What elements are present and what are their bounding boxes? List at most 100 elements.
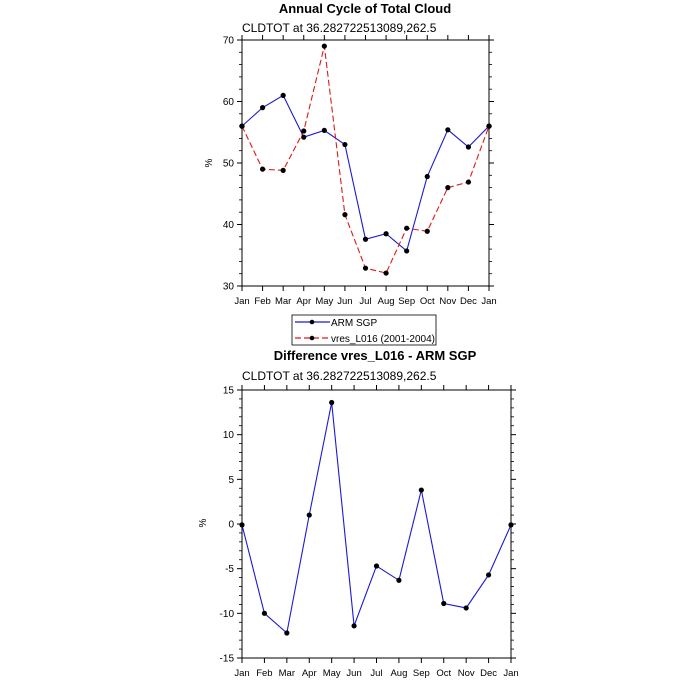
top-series-1-point bbox=[280, 167, 286, 173]
legend-marker-vres bbox=[309, 335, 315, 341]
bottom-xtick-label: Apr bbox=[302, 668, 317, 679]
top-xtick-label: Jun bbox=[337, 296, 352, 307]
chart-bottom-subtitle: CLDTOT at 36.282722513089,262.5 bbox=[242, 369, 437, 383]
chart-bottom-plot-frame bbox=[241, 389, 512, 659]
top-series-1-point bbox=[404, 225, 410, 231]
chart-bottom-tick-labels: -15 -10 -5 0 5 10 15 Jan Feb Mar Apr May Jun Jul Aug Se… bbox=[220, 386, 519, 680]
top-xtick-label: Aug bbox=[378, 296, 395, 307]
bottom-xtick-label: Aug bbox=[390, 668, 407, 679]
top-xtick-label: Sep bbox=[398, 296, 415, 307]
top-xtick-label: Apr bbox=[296, 296, 311, 307]
bottom-xtick-label: Dec bbox=[480, 668, 497, 679]
bottom-series-0-point bbox=[463, 605, 469, 611]
chart-top-ticks bbox=[237, 35, 494, 291]
chart-top-title: Annual Cycle of Total Cloud bbox=[279, 1, 451, 16]
top-ytick-label: 60 bbox=[223, 97, 235, 108]
chart-bottom-title: Difference vres_L016 - ARM SGP bbox=[274, 348, 477, 363]
bottom-series-0-point bbox=[284, 630, 290, 636]
top-xtick-label: Mar bbox=[275, 296, 291, 307]
bottom-series-line-0 bbox=[241, 402, 512, 635]
top-series-1-point bbox=[424, 228, 430, 234]
top-series-0-point bbox=[404, 248, 410, 254]
bottom-xtick-label: Jul bbox=[370, 668, 382, 679]
top-series-0-point bbox=[465, 144, 472, 150]
top-xtick-label: Dec bbox=[460, 296, 477, 307]
top-series-1-point bbox=[383, 270, 389, 276]
bottom-ytick-label: 0 bbox=[228, 520, 234, 531]
top-series-0-point bbox=[445, 127, 451, 133]
chart-top-plot-frame bbox=[241, 39, 490, 287]
chart-top-ylabel: % bbox=[204, 158, 215, 167]
top-ytick-label: 50 bbox=[223, 159, 235, 170]
top-xtick-label: Oct bbox=[420, 296, 435, 307]
bottom-xtick-label: Mar bbox=[279, 668, 295, 679]
legend-label-vres: vres_L016 (2001-2004) bbox=[331, 334, 435, 345]
bottom-xtick-label: Jan bbox=[234, 668, 249, 679]
top-series-1-point bbox=[362, 265, 369, 271]
top-xtick-label: Jul bbox=[359, 296, 371, 307]
top-series-0-point bbox=[424, 173, 430, 180]
bottom-series-0-point bbox=[261, 610, 268, 616]
bottom-series-0-point bbox=[396, 577, 402, 583]
bottom-series-0-point bbox=[441, 600, 447, 607]
top-series-0-point bbox=[301, 134, 307, 140]
top-series-1-point bbox=[342, 212, 348, 218]
chart-bottom-series bbox=[239, 399, 514, 636]
bottom-series-0-point bbox=[508, 522, 514, 528]
chart-top-subtitle: CLDTOT at 36.282722513089,262.5 bbox=[242, 21, 437, 35]
bottom-ytick-label: 15 bbox=[223, 386, 235, 397]
bottom-ytick-label: 5 bbox=[228, 475, 234, 486]
bottom-xtick-label: Jan bbox=[503, 668, 518, 679]
top-series-0-point bbox=[280, 92, 286, 98]
chart-top-legend: ARM SGP vres_L016 (2001-2004) bbox=[291, 314, 437, 346]
top-series-1-point bbox=[239, 123, 245, 129]
top-series-0-point bbox=[321, 127, 327, 134]
chart-bottom: Difference vres_L016 - ARM SGP CLDTOT at… bbox=[198, 348, 519, 679]
top-series-1-point bbox=[259, 166, 266, 172]
legend-box bbox=[291, 314, 437, 346]
bottom-series-0-point bbox=[418, 487, 424, 493]
bottom-xtick-label: Oct bbox=[436, 668, 451, 679]
top-xtick-label: May bbox=[315, 296, 333, 307]
top-xtick-label: Jan bbox=[234, 296, 249, 307]
top-xtick-label: Jan bbox=[481, 296, 496, 307]
bottom-xtick-label: May bbox=[323, 668, 341, 679]
chart-top-tick-labels: 30 40 50 60 70 Jan Feb Mar Apr May Jun Jul Aug Sep Oct… bbox=[223, 36, 497, 308]
top-series-0-point bbox=[362, 236, 369, 242]
bottom-xtick-label: Nov bbox=[458, 668, 475, 679]
chart-top-series bbox=[239, 43, 492, 276]
bottom-series-0-point bbox=[351, 623, 357, 629]
bottom-ytick-label: -15 bbox=[220, 654, 235, 665]
bottom-ytick-label: 10 bbox=[223, 430, 235, 441]
top-series-1-point bbox=[445, 185, 451, 191]
bottom-ytick-label: -5 bbox=[225, 564, 234, 575]
bottom-xtick-label: Jun bbox=[346, 668, 361, 679]
legend-marker-arm bbox=[309, 319, 315, 325]
bottom-series-0-point bbox=[373, 563, 380, 569]
top-ytick-label: 40 bbox=[223, 220, 235, 231]
top-ytick-label: 70 bbox=[223, 36, 235, 47]
bottom-xtick-label: Feb bbox=[256, 668, 272, 679]
top-series-1-point bbox=[465, 179, 472, 185]
top-series-0-point bbox=[259, 105, 266, 111]
bottom-ytick-label: -10 bbox=[220, 609, 235, 620]
top-series-1-point bbox=[486, 123, 492, 129]
top-xtick-label: Feb bbox=[254, 296, 270, 307]
top-series-0-point bbox=[342, 141, 348, 148]
top-xtick-label: Nov bbox=[439, 296, 456, 307]
top-series-0-point bbox=[383, 231, 389, 237]
top-series-1-point bbox=[321, 43, 327, 49]
bottom-series-0-point bbox=[485, 572, 492, 578]
chart-bottom-ylabel: % bbox=[198, 518, 209, 527]
bottom-series-0-point bbox=[239, 522, 245, 528]
chart-top: Annual Cycle of Total Cloud CLDTOT at 36… bbox=[204, 1, 497, 346]
chart-bottom-ticks bbox=[237, 385, 516, 663]
bottom-series-0-point bbox=[306, 512, 312, 518]
top-ytick-label: 30 bbox=[223, 282, 235, 293]
top-series-1-point bbox=[301, 128, 307, 134]
top-series-line-0 bbox=[241, 94, 490, 252]
bottom-xtick-label: Sep bbox=[413, 668, 430, 679]
legend-label-arm: ARM SGP bbox=[331, 318, 377, 329]
bottom-series-0-point bbox=[329, 399, 335, 406]
